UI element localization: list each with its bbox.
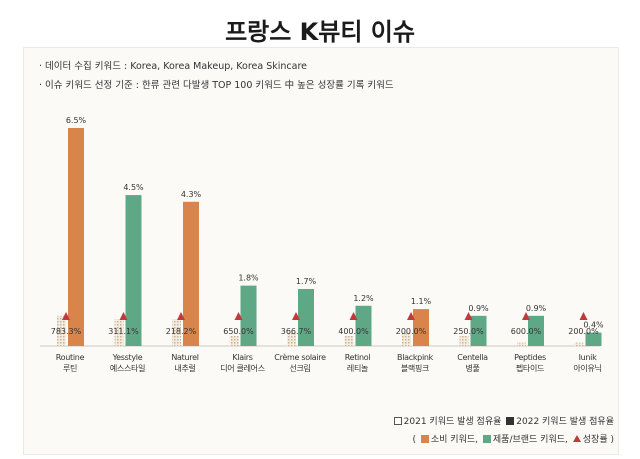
category-label-en-0: Routine — [56, 353, 85, 362]
growth-marker-8 — [522, 312, 530, 320]
bar-2021-6 — [402, 332, 411, 346]
chart-panel — [23, 47, 619, 455]
growth-marker-7 — [464, 312, 473, 320]
growth-label-8: 600.0% — [511, 327, 542, 336]
category-label-en-7: Centella — [457, 353, 488, 362]
legend-types: ( 소비 키워드, 제품/브랜드 키워드, 성장률 ) — [412, 432, 614, 445]
legend-consumer-label: 소비 키워드, — [430, 435, 479, 445]
category-label-ko-2: 내추럴 — [174, 364, 195, 373]
category-label-ko-1: 예스스타일 — [110, 363, 145, 373]
bar-2021-1 — [114, 319, 124, 346]
share-2022-label-0: 6.5% — [66, 116, 87, 125]
growth-marker-3 — [234, 312, 243, 320]
category-label-en-5: Retinol — [345, 353, 371, 362]
share-2022-label-2: 4.3% — [181, 190, 202, 199]
share-2022-label-4: 1.7% — [296, 277, 317, 286]
bar-2021-2 — [172, 319, 181, 346]
bar-2022-8 — [528, 315, 544, 346]
share-2022-label-3: 1.8% — [238, 274, 259, 283]
bar-2022-6 — [413, 309, 429, 346]
legend-product-swatch — [482, 435, 491, 443]
legend-2021-label: 2021 키워드 발생 점유율 — [403, 417, 502, 427]
bar-2021-3 — [229, 335, 239, 346]
category-label-ko-3: 디어 클레어스 — [220, 363, 265, 373]
category-label-en-6: Blackpink — [397, 353, 434, 362]
growth-marker-5 — [349, 312, 358, 320]
category-label-ko-4: 선크림 — [289, 363, 310, 373]
growth-marker-0 — [62, 312, 70, 320]
bar-2021-8 — [517, 342, 526, 346]
share-2022-label-1: 4.5% — [123, 183, 144, 192]
share-2022-label-9: 0.4% — [583, 321, 604, 330]
legend-2021-swatch — [393, 417, 402, 425]
growth-label-4: 366.7% — [281, 327, 312, 336]
legend-years: 2021 키워드 발생 점유율 2022 키워드 발생 점유율 — [392, 414, 614, 427]
bar-2022-0 — [68, 128, 84, 346]
growth-marker-2 — [177, 312, 185, 320]
growth-label-5: 400.0% — [338, 327, 369, 336]
growth-label-1: 311.1% — [108, 327, 139, 336]
growth-label-3: 650.0% — [223, 327, 254, 336]
share-2022-label-8: 0.9% — [526, 304, 547, 313]
bar-2021-5 — [344, 335, 354, 346]
legend-close-paren: ) — [610, 435, 614, 445]
legend-product-label: 제품/브랜드 키워드, — [492, 435, 568, 445]
bar-2022-1 — [125, 195, 142, 346]
share-2022-label-5: 1.2% — [353, 294, 374, 303]
growth-marker-6 — [407, 312, 415, 320]
growth-label-9: 200.0% — [568, 327, 599, 336]
growth-label-2: 218.2% — [166, 327, 197, 336]
bar-2021-9 — [574, 342, 584, 346]
bar-2021-7 — [459, 335, 469, 346]
legend-consumer-swatch — [420, 435, 429, 443]
category-label-en-9: Iunik — [579, 353, 598, 362]
legend-open-paren: ( — [412, 435, 417, 445]
category-label-en-8: Peptides — [514, 353, 546, 362]
growth-label-7: 250.0% — [453, 327, 484, 336]
bar-2022-3 — [240, 285, 257, 346]
legend-growth-triangle-icon — [572, 435, 581, 442]
category-label-ko-0: 루틴 — [63, 363, 77, 373]
category-label-ko-9: 아이유닉 — [573, 363, 601, 373]
bar-2022-2 — [183, 201, 199, 346]
growth-label-6: 200.0% — [396, 327, 427, 336]
category-label-en-3: Klairs — [232, 353, 252, 362]
legend-2022-swatch — [506, 417, 515, 425]
bar-2022-4 — [298, 288, 314, 346]
note-data-keywords: · 데이터 수집 키워드 : Korea, Korea Makeup, Kore… — [39, 61, 308, 72]
category-label-ko-7: 병풀 — [465, 364, 479, 373]
share-2022-label-7: 0.9% — [468, 304, 489, 313]
category-label-ko-5: 레티놀 — [347, 364, 368, 373]
page-title: 프랑스 K뷰티 이슈 — [225, 18, 415, 46]
bar-2021-0 — [57, 315, 66, 346]
share-2022-label-6: 1.1% — [411, 297, 432, 306]
category-label-ko-8: 펩타이드 — [516, 363, 544, 373]
growth-marker-4 — [292, 312, 300, 320]
category-label-en-2: Naturel — [171, 353, 198, 362]
growth-marker-9 — [579, 312, 588, 320]
legend-growth-label: 성장률 — [582, 435, 608, 445]
bar-2022-5 — [355, 305, 372, 346]
category-label-ko-6: 블랙핑크 — [401, 363, 429, 373]
category-label-en-1: Yesstyle — [112, 353, 143, 362]
category-label-en-4: Crème solaire — [274, 352, 326, 362]
note-selection-criteria: · 이슈 키워드 선정 기준 : 한류 관련 다발생 TOP 100 키워드 中… — [39, 80, 394, 91]
growth-label-0: 783.3% — [51, 327, 82, 336]
bar-2021-4 — [287, 332, 296, 346]
growth-marker-1 — [119, 312, 128, 320]
bar-2022-9 — [585, 332, 602, 346]
bar-2022-7 — [470, 315, 487, 346]
legend-2022-label: 2022 키워드 발생 점유율 — [516, 417, 614, 427]
